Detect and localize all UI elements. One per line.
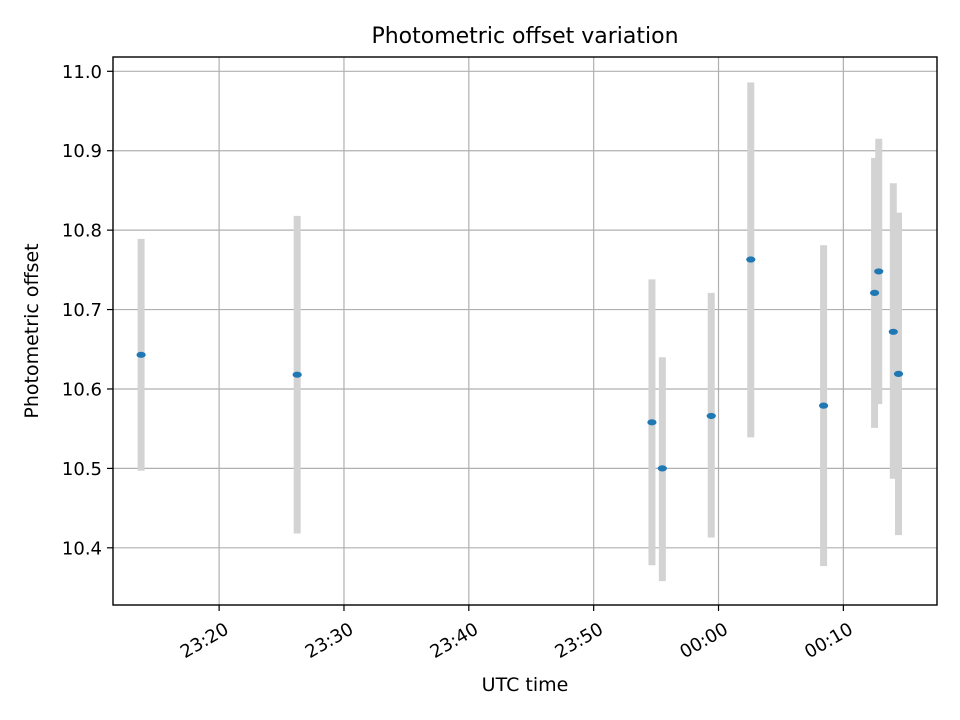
data-point (657, 465, 667, 472)
plot-frame (112, 56, 938, 606)
data-point (706, 412, 716, 420)
y-tick-label: 10.6 (62, 379, 102, 400)
y-tick-label: 10.7 (62, 300, 102, 321)
x-axis-label: UTC time (482, 674, 569, 696)
grid (113, 57, 937, 605)
y-axis-label: Photometric offset (21, 243, 43, 418)
data-point (893, 370, 904, 377)
data-point (869, 289, 880, 296)
chart-title: Photometric offset variation (371, 24, 678, 49)
y-tick-label: 10.9 (62, 141, 102, 162)
data-points (136, 256, 904, 472)
y-axis-ticks: 10.4 10.5 10.6 10.7 10.8 10.9 11.0 (62, 62, 113, 559)
data-point (874, 268, 884, 275)
y-tick-label: 10.8 (62, 221, 102, 242)
y-tick-label: 10.5 (62, 459, 102, 480)
data-point (292, 371, 302, 378)
data-point (136, 351, 146, 358)
y-tick-label: 10.4 (62, 538, 102, 559)
y-tick-label: 11.0 (62, 62, 102, 83)
data-point (746, 256, 756, 263)
data-point (647, 419, 657, 426)
data-point (888, 328, 898, 335)
data-point (818, 402, 829, 409)
